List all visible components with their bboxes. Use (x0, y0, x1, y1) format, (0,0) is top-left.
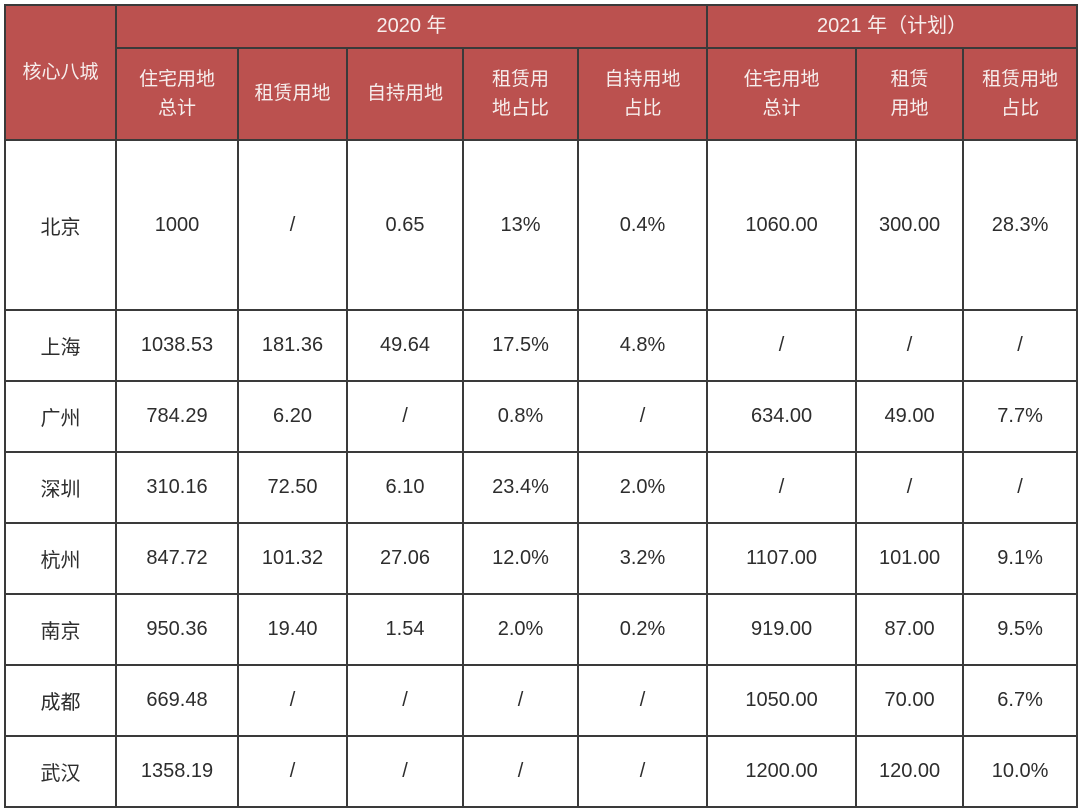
data-cell: 3.2% (576, 522, 709, 595)
header-group-2020: 2020 年 (114, 4, 709, 49)
data-cell: 17.5% (462, 309, 579, 382)
table-row-chengdu: 成都 669.48 / / / / 1050.00 70.00 6.7% (4, 664, 1079, 737)
data-cell: 1.54 (346, 593, 464, 666)
data-cell: / (346, 664, 464, 737)
header-group-2021: 2021 年（计划） (706, 4, 1079, 49)
data-cell: 6.20 (237, 380, 348, 453)
table-row-nanjing: 南京 950.36 19.40 1.54 2.0% 0.2% 919.00 87… (4, 593, 1079, 666)
column-header-2020-rental-share: 租赁用 地占比 (462, 47, 579, 141)
data-cell: 101.32 (237, 522, 348, 595)
corner-header-cities: 核心八城 (4, 4, 117, 141)
data-cell: / (962, 451, 1079, 524)
data-cell: 9.1% (962, 522, 1079, 595)
column-header-2021-rental-share: 租赁用地 占比 (962, 47, 1079, 141)
data-cell: 13% (462, 139, 579, 311)
land-supply-table: 核心八城 2020 年 2021 年（计划） 住宅用地 总计 租赁用地 自持用地… (4, 4, 1079, 808)
city-cell: 杭州 (4, 522, 117, 595)
data-cell: 87.00 (855, 593, 965, 666)
header-row-groups: 核心八城 2020 年 2021 年（计划） (4, 4, 1079, 141)
city-cell: 成都 (4, 664, 117, 737)
data-cell: / (576, 380, 709, 453)
data-cell: / (462, 735, 579, 808)
data-cell: 101.00 (855, 522, 965, 595)
data-cell: 1200.00 (706, 735, 858, 808)
data-cell: 1060.00 (706, 139, 858, 311)
data-cell: 1358.19 (115, 735, 239, 808)
data-cell: 1107.00 (706, 522, 858, 595)
data-cell: / (576, 664, 709, 737)
data-cell: / (237, 664, 348, 737)
data-cell: 6.10 (346, 451, 464, 524)
data-cell: 0.2% (576, 593, 709, 666)
city-cell: 广州 (4, 380, 117, 453)
data-cell: 300.00 (855, 139, 965, 311)
table-row-shanghai: 上海 1038.53 181.36 49.64 17.5% 4.8% / / / (4, 309, 1079, 382)
data-cell: 950.36 (115, 593, 239, 666)
data-cell: 2.0% (576, 451, 709, 524)
data-cell: 1038.53 (115, 309, 239, 382)
data-cell: 919.00 (706, 593, 858, 666)
header-row-columns: 住宅用地 总计 租赁用地 自持用地 租赁用 地占比 自持用地 占比 住宅用地 总… (5, 47, 1079, 141)
column-header-2020-selfhold: 自持用地 (346, 47, 464, 141)
column-header-2021-rental: 租赁 用地 (855, 47, 965, 141)
data-cell: 181.36 (237, 309, 348, 382)
data-cell: 49.64 (346, 309, 464, 382)
data-cell: / (706, 451, 858, 524)
data-cell: / (962, 309, 1079, 382)
data-cell: 1000 (115, 139, 239, 311)
data-cell: 120.00 (855, 735, 965, 808)
data-cell: 0.8% (462, 380, 579, 453)
data-cell: 7.7% (962, 380, 1079, 453)
data-cell: 10.0% (962, 735, 1079, 808)
data-cell: / (237, 139, 348, 311)
table-row-wuhan: 武汉 1358.19 / / / / 1200.00 120.00 10.0% (4, 735, 1079, 808)
data-cell: 669.48 (115, 664, 239, 737)
data-cell: / (576, 735, 709, 808)
data-cell: / (855, 451, 965, 524)
table-row-beijing: 北京 1000 / 0.65 13% 0.4% 1060.00 300.00 2… (4, 139, 1079, 311)
data-cell: 784.29 (115, 380, 239, 453)
data-cell: 847.72 (115, 522, 239, 595)
data-cell: 19.40 (237, 593, 348, 666)
city-cell: 深圳 (4, 451, 117, 524)
column-header-2020-residential-total: 住宅用地 总计 (115, 47, 239, 141)
data-cell: 72.50 (237, 451, 348, 524)
data-cell: 634.00 (706, 380, 858, 453)
data-cell: / (706, 309, 858, 382)
data-cell: / (855, 309, 965, 382)
data-cell: / (346, 380, 464, 453)
data-cell: / (346, 735, 464, 808)
city-cell: 武汉 (4, 735, 117, 808)
column-header-2020-rental: 租赁用地 (237, 47, 348, 141)
data-cell: 4.8% (576, 309, 709, 382)
data-cell: 0.65 (346, 139, 464, 311)
data-cell: 310.16 (115, 451, 239, 524)
table-row-guangzhou: 广州 784.29 6.20 / 0.8% / 634.00 49.00 7.7… (4, 380, 1079, 453)
data-cell: 23.4% (462, 451, 579, 524)
city-cell: 北京 (4, 139, 117, 311)
data-cell: 28.3% (962, 139, 1079, 311)
table-row-hangzhou: 杭州 847.72 101.32 27.06 12.0% 3.2% 1107.0… (4, 522, 1079, 595)
data-cell: 49.00 (855, 380, 965, 453)
column-header-2021-residential-total: 住宅用地 总计 (706, 47, 858, 141)
data-cell: 1050.00 (706, 664, 858, 737)
data-cell: / (237, 735, 348, 808)
data-cell: 12.0% (462, 522, 579, 595)
city-cell: 上海 (4, 309, 117, 382)
data-cell: / (462, 664, 579, 737)
city-cell: 南京 (4, 593, 117, 666)
data-cell: 27.06 (346, 522, 464, 595)
column-header-2020-selfhold-share: 自持用地 占比 (576, 47, 709, 141)
data-cell: 70.00 (855, 664, 965, 737)
data-cell: 2.0% (462, 593, 579, 666)
table-row-shenzhen: 深圳 310.16 72.50 6.10 23.4% 2.0% / / / (4, 451, 1079, 524)
data-cell: 9.5% (962, 593, 1079, 666)
data-cell: 6.7% (962, 664, 1079, 737)
data-cell: 0.4% (576, 139, 709, 311)
